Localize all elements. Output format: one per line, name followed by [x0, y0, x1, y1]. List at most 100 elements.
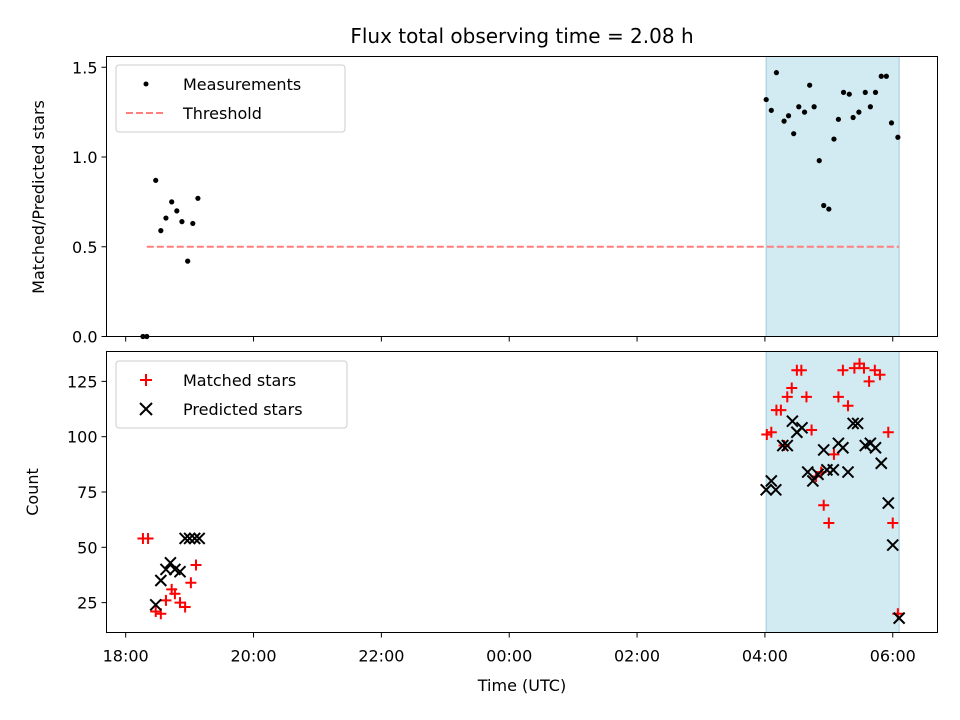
matched-star-marker [800, 391, 812, 403]
matched-star-marker [142, 532, 154, 544]
measurement-point [846, 91, 852, 97]
measurement-point [773, 70, 780, 76]
top-shaded-interval [765, 56, 900, 337]
predicted-star-marker [192, 532, 206, 545]
x-tick-label: 20:00 [230, 647, 276, 666]
predicted-star-marker [769, 483, 782, 496]
legend-measurements-marker [143, 81, 149, 87]
bottom-legend: Matched stars Predicted stars [115, 360, 348, 429]
shaded-observation-window [765, 351, 900, 633]
predicted-star-points [149, 414, 906, 625]
matched-star-marker [185, 577, 197, 589]
matched-star-marker [775, 404, 787, 416]
bottom-y-axis: 25 50 75 100 125 [67, 372, 107, 613]
measurement-point [174, 208, 180, 214]
matched-star-marker [882, 426, 894, 438]
matched-star-marker [818, 499, 830, 511]
measurement-point [791, 131, 797, 137]
predicted-star-marker [841, 465, 855, 479]
measurement-point [856, 109, 862, 115]
bottom-y-axis-label: Count [23, 468, 42, 516]
matched-star-marker [765, 426, 777, 438]
bottom-legend-box [115, 360, 348, 429]
measurement-point [169, 199, 175, 205]
predicted-star-marker [851, 417, 864, 430]
predicted-star-marker [173, 565, 187, 578]
measurement-point [185, 258, 191, 264]
measurement-point [816, 158, 822, 164]
predicted-star-marker [836, 441, 850, 454]
matched-star-marker [828, 448, 840, 460]
measurement-point [801, 109, 808, 115]
predicted-star-marker [781, 439, 794, 452]
matched-star-marker [795, 364, 807, 376]
y-tick-label: 0.0 [72, 328, 97, 347]
measurement-point [883, 73, 889, 79]
measurement-point [796, 104, 802, 110]
predicted-star-marker [178, 532, 192, 545]
measurement-point [190, 220, 196, 227]
top-legend: Measurements Threshold [115, 64, 346, 133]
predicted-star-marker [875, 457, 888, 470]
top-plot-frame [106, 56, 938, 337]
top-y-axis-label: Matched/Predicted stars [29, 100, 48, 294]
matched-star-marker [160, 594, 172, 606]
predicted-star-marker [801, 465, 814, 479]
measurement-point [785, 113, 792, 119]
top-panel: 0.0 0.5 1.0 1.5 Matched/Predicted stars Mea… [29, 56, 938, 347]
x-tick-label: 04:00 [742, 647, 788, 666]
matched-star-marker [858, 362, 870, 374]
y-tick-label: 1.0 [72, 148, 97, 167]
matched-star-points [137, 358, 904, 620]
measurement-point [835, 116, 842, 122]
predicted-star-marker [765, 474, 778, 488]
measurement-point [153, 177, 159, 183]
matched-star-marker [169, 588, 181, 600]
predicted-star-marker [164, 556, 177, 570]
y-tick-label: 0.5 [72, 238, 97, 257]
matched-star-marker [150, 605, 162, 617]
y-tick-label: 1.5 [72, 58, 97, 77]
y-tick-label: 75 [77, 483, 97, 502]
predicted-star-marker [827, 463, 840, 477]
measurement-point [872, 89, 879, 95]
predicted-star-marker [154, 574, 168, 587]
measurement-point [895, 134, 901, 140]
measurement-point [807, 82, 813, 88]
y-tick-label: 50 [77, 538, 97, 557]
matched-star-marker [842, 400, 854, 412]
y-tick-label: 100 [67, 428, 98, 447]
matched-star-marker [190, 559, 202, 571]
measurement-point [763, 96, 769, 103]
predicted-star-marker [149, 598, 162, 612]
predicted-star-marker [159, 563, 173, 576]
predicted-star-marker [892, 611, 906, 625]
measurement-point [840, 89, 847, 95]
x-tick-label: 06:00 [870, 647, 916, 666]
top-y-axis: 0.0 0.5 1.0 1.5 [72, 58, 107, 347]
bottom-shaded-interval [765, 351, 900, 633]
predicted-star-marker [795, 421, 809, 435]
matched-star-marker [806, 424, 818, 436]
measurement-point [163, 215, 169, 221]
predicted-star-marker [786, 414, 799, 428]
matched-star-marker [863, 375, 875, 387]
measurement-point [158, 228, 164, 234]
top-legend-box [115, 64, 346, 133]
measurement-point [826, 206, 832, 212]
measurement-point [195, 195, 201, 201]
measurement-point [811, 104, 817, 110]
predicted-star-marker [817, 443, 830, 457]
legend-threshold-label: Threshold [182, 104, 262, 123]
predicted-star-marker [188, 532, 201, 545]
x-tick-label: 02:00 [614, 647, 660, 666]
measurement-point [831, 136, 837, 142]
legend-predicted-label: Predicted stars [183, 400, 303, 419]
predicted-star-marker [886, 538, 899, 552]
measurement-point [821, 202, 827, 209]
matched-star-marker [837, 364, 849, 376]
y-tick-label: 25 [77, 594, 97, 613]
measurement-point [768, 107, 774, 113]
predicted-star-marker [811, 468, 825, 481]
